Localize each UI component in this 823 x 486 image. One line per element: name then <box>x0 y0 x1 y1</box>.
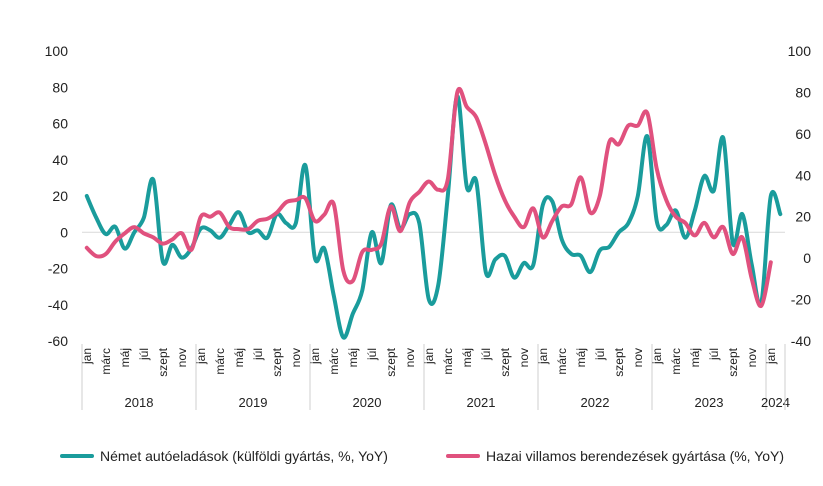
legend-label: Német autóeladások (külföldi gyártás, %,… <box>100 448 388 464</box>
x-month-tick-label: márc <box>441 348 455 375</box>
x-month-tick-label: márc <box>213 348 227 375</box>
y-left-tick-label: 20 <box>52 188 68 204</box>
y-right-tick-label: 80 <box>795 84 811 100</box>
x-month-tick-label: máj <box>688 348 702 367</box>
legend-swatch-pink <box>446 454 480 458</box>
y-left-tick-label: 60 <box>52 116 68 132</box>
y-right-tick-label: 20 <box>795 209 811 225</box>
x-month-tick-label: jan <box>194 348 208 365</box>
x-month-tick-label: nov <box>403 348 417 367</box>
x-month-tick-label: júl <box>479 348 493 361</box>
x-month-tick-label: szept <box>384 347 398 376</box>
x-year-label: 2019 <box>239 395 268 410</box>
x-year-label: 2018 <box>125 395 154 410</box>
x-month-tick-label: jan <box>764 348 778 365</box>
x-month-tick-label: máj <box>118 348 132 367</box>
x-month-tick-label: szept <box>156 347 170 376</box>
y-right-tick-label: 40 <box>795 167 811 183</box>
legend-label: Hazai villamos berendezések gyártása (%,… <box>486 448 785 464</box>
x-year-label: 2022 <box>581 395 610 410</box>
x-month-tick-label: márc <box>327 348 341 375</box>
x-year-label: 2024 <box>761 395 790 410</box>
x-month-tick-label: jan <box>80 348 94 365</box>
x-month-tick-label: nov <box>631 348 645 367</box>
x-month-tick-label: szept <box>726 347 740 376</box>
x-month-tick-label: jan <box>536 348 550 365</box>
x-month-tick-label: júl <box>251 348 265 361</box>
x-month-tick-label: márc <box>669 348 683 375</box>
y-left-tick-label: -60 <box>48 333 68 349</box>
x-month-tick-label: máj <box>574 348 588 367</box>
x-month-tick-label: júl <box>707 348 721 361</box>
axes-layer: -60 -40 -20 0 20 40 60 80 100 -40 -20 0 20 40 60 80 100 j… <box>45 43 812 410</box>
y-left-tick-label: 0 <box>60 224 68 240</box>
x-month-tick-label: szept <box>270 347 284 376</box>
x-month-tick-label: máj <box>346 348 360 367</box>
x-month-tick-label: júl <box>593 348 607 361</box>
x-month-tick-label: márc <box>99 348 113 375</box>
y-left-tick-label: 80 <box>52 79 68 95</box>
y-left-tick-label: -20 <box>48 261 68 277</box>
legend-item-german-car-sales: Német autóeladások (külföldi gyártás, %,… <box>60 448 388 464</box>
x-month-tick-label: márc <box>555 348 569 375</box>
x-month-tick-label: szept <box>612 347 626 376</box>
x-month-tick-label: nov <box>745 348 759 367</box>
x-year-label: 2021 <box>467 395 496 410</box>
x-month-tick-label: máj <box>232 348 246 367</box>
series-line-electrical-equipment <box>84 86 773 308</box>
x-month-tick-label: máj <box>460 348 474 367</box>
x-month-tick-label: jan <box>308 348 322 365</box>
y-left-tick-label: 100 <box>45 43 69 59</box>
y-right-tick-label: -20 <box>791 292 811 308</box>
y-left-tick-label: -40 <box>48 297 68 313</box>
x-month-tick-label: jan <box>422 348 436 365</box>
y-right-tick-label: 100 <box>788 43 812 59</box>
y-right-tick-label: -40 <box>791 333 811 349</box>
x-month-tick-label: nov <box>289 348 303 367</box>
x-year-label: 2020 <box>353 395 382 410</box>
y-right-tick-label: 60 <box>795 126 811 142</box>
legend-item-electrical-equipment: Hazai villamos berendezések gyártása (%,… <box>446 448 784 464</box>
series-line-german-car-sales <box>84 94 783 340</box>
y-right-tick-label: 0 <box>803 250 811 266</box>
x-month-tick-label: júl <box>137 348 151 361</box>
legend: Német autóeladások (külföldi gyártás, %,… <box>0 448 823 472</box>
x-month-tick-label: nov <box>517 348 531 367</box>
x-month-tick-label: nov <box>175 348 189 367</box>
x-month-tick-label: szept <box>498 347 512 376</box>
x-year-label: 2023 <box>695 395 724 410</box>
x-month-tick-label: júl <box>365 348 379 361</box>
legend-swatch-teal <box>60 454 94 458</box>
series-layer <box>84 86 783 340</box>
y-left-tick-label: 40 <box>52 152 68 168</box>
x-month-tick-label: jan <box>650 348 664 365</box>
